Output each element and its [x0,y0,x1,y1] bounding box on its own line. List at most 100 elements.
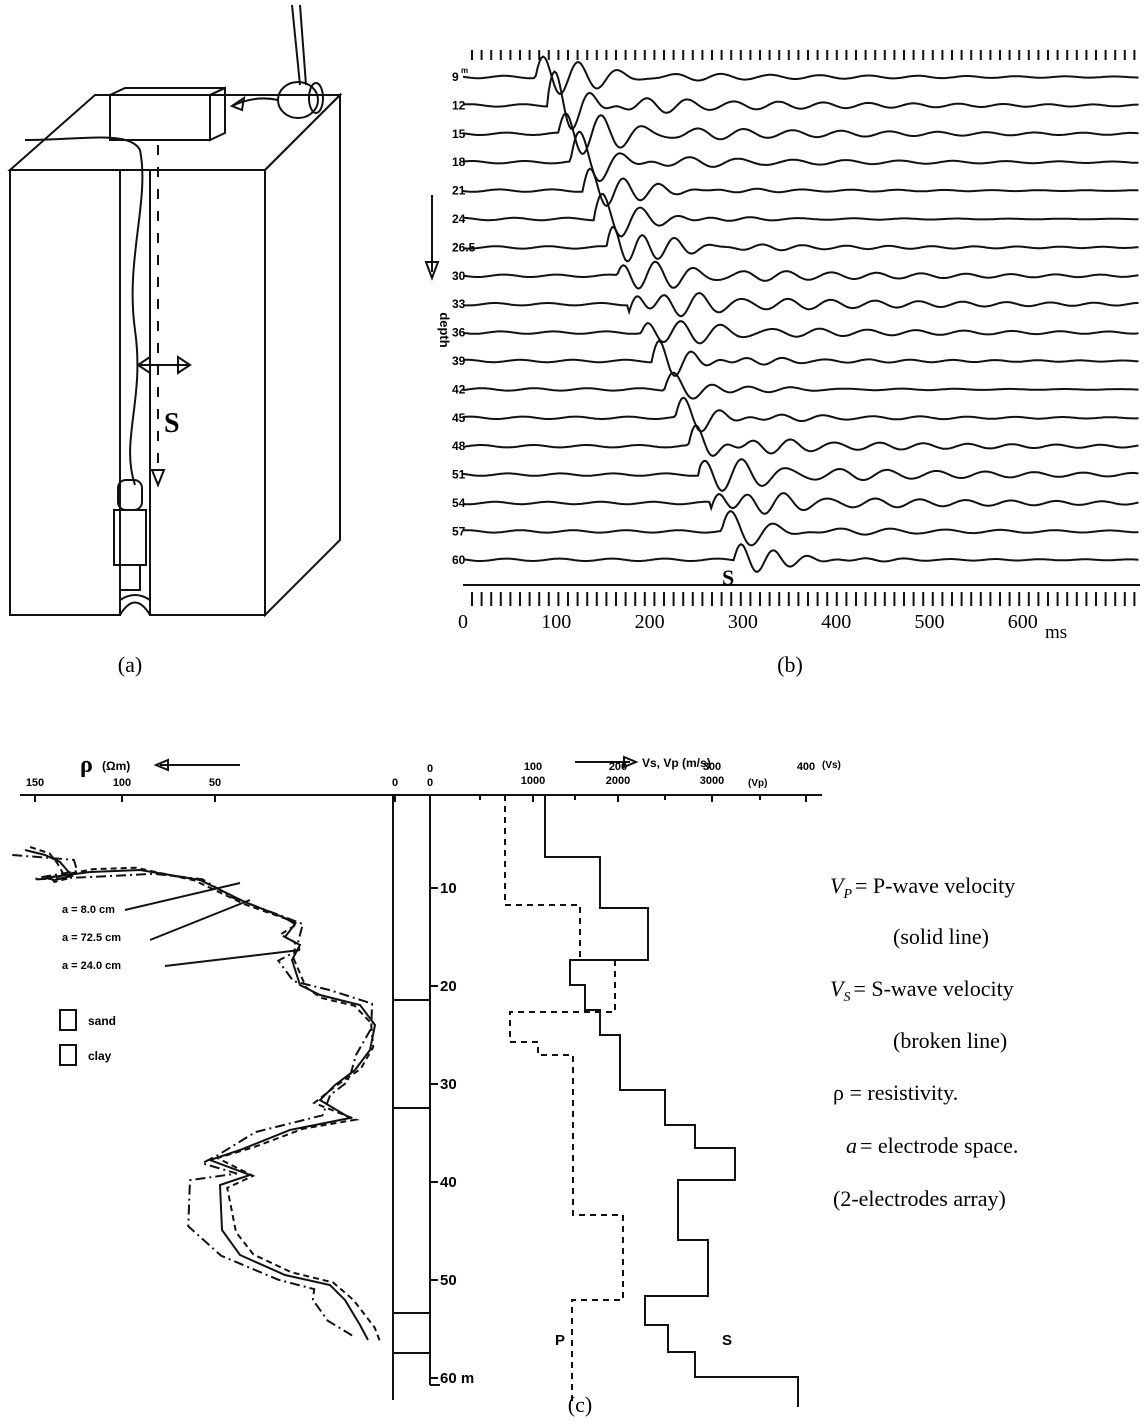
resistivity-curve [24,849,377,1341]
borehole-diagram-shape [150,469,166,488]
borehole-diagram-shape [264,92,341,618]
borehole-log-shape [164,949,301,967]
depth-tick-label: 57 [452,524,466,538]
legend-symbol: a [846,1133,857,1158]
depth-tick-label: 24 [452,212,466,226]
borehole-log-shape [59,1044,77,1066]
borehole-diagram-shape [7,94,343,171]
vs-unit: (Vs) [822,760,841,771]
wave-label: S [722,565,734,590]
borehole-diagram-shape [299,4,307,86]
trace [462,510,1139,547]
legend-symbol: V [830,976,846,1001]
depth-tick-label: 12 [452,98,466,112]
borehole-diagram-shape [119,564,141,591]
time-tick-label: 100 [541,611,571,633]
borehole-log-shape [623,755,639,769]
time-tick-label: 300 [728,611,758,633]
trace [462,339,1139,377]
trace [462,371,1139,400]
rho-tick-label: 100 [113,777,131,789]
vs-tick-label: 200 [609,761,627,773]
depth-tick-label: 33 [452,297,466,311]
legend-text: = P-wave velocity [855,873,1015,898]
vs-tick-label: 100 [524,761,542,773]
borehole-diagram-shape [149,169,266,616]
borehole-diagram-shape [24,136,144,486]
borehole-log-shape [392,999,431,1109]
borehole-diagram-shape [119,601,151,616]
curve-label: S [722,1332,732,1349]
legend-line: a = electrode space. [846,1133,1018,1158]
depth-tick-label: 54 [452,496,466,510]
electrode-label: a = 8.0 cm [62,904,115,916]
trace [462,260,1139,290]
trace [462,226,1139,263]
vp-tick-label: 1000 [521,775,545,787]
curve-label: P [555,1332,565,1349]
borehole-diagram-shape [229,95,246,112]
vp-unit: (Vp) [748,778,767,789]
legend-text: (broken line) [893,1028,1007,1053]
legend-subscript: P [842,887,852,902]
trace [462,424,1139,457]
trace [462,112,1139,156]
borehole-diagram-shape [119,170,151,602]
legend-subscript: S [843,990,850,1005]
borehole-log-shape [544,795,799,1407]
trace [462,130,1139,183]
borehole-diagram-shape [177,355,192,375]
rho-tick-label: 0 [392,777,398,789]
borehole-diagram-shape [109,94,211,141]
lithology-label: clay [88,1049,112,1063]
depth-tick-label: 45 [452,411,466,425]
trace [462,458,1139,492]
depth-tick-label: 9 [452,70,459,84]
borehole-diagram-shape [117,479,143,511]
legend-line: VP = P-wave velocity [830,873,1015,902]
time-tick-label: 600 [1008,611,1038,633]
trace [462,70,1139,130]
vp-tick-label: 0 [427,777,433,789]
seismogram: depth 0 100 200 300 400 500 600 ms S 9 m 12 15 18 21 24… [424,50,1140,643]
rho-unit: (Ωm) [102,759,130,773]
resistivity-curve [29,846,382,1344]
vs-tick-label: 0 [427,763,433,775]
legend-line: VS = S-wave velocity [830,976,1014,1005]
legend-text: = electrode space. [860,1133,1018,1158]
resistivity-curve [12,854,374,1337]
depth-tick-label: 39 [452,354,466,368]
legend: VP = P-wave velocity(solid line)VS = S-wav… [830,873,1018,1211]
time-tick-label: 0 [458,611,468,633]
borehole-diagram-shape [291,4,301,86]
depth-tick-label: 60 [452,553,466,567]
borehole-log-shape [504,795,624,1405]
rho-tick-label: 50 [209,777,221,789]
lithology-label: sand [88,1014,116,1028]
borehole-diagram-shape [9,169,121,616]
panel-label: (c) [568,1392,592,1417]
legend-line: (solid line) [893,924,989,949]
borehole-log-shape [392,794,431,1001]
seismogram-shape [424,261,440,281]
trace [462,492,1139,515]
borehole-log: ρ (Ωm) Vs, Vp (m/s) (Vp) (Vs) 150 100 50 00… [12,752,841,1407]
depth-unit: m [461,66,468,75]
borehole-diagram-shape [136,355,151,375]
panel-label: (a) [118,652,142,677]
time-unit: ms [1045,622,1067,643]
velocity-title: Vs, Vp (m/s) [642,756,711,770]
trace [462,320,1139,345]
vs-tick-label: 400 [797,761,815,773]
borehole-diagram-shape [308,82,324,114]
trace [462,543,1139,573]
legend-line: (2-electrodes array) [833,1186,1006,1211]
borehole-diagram-shape [109,87,226,96]
vp-tick-label: 3000 [700,775,724,787]
legend-text: (2-electrodes array) [833,1186,1006,1211]
depth-tick-label: 21 [452,184,466,198]
borehole-log-shape [149,899,251,941]
legend-text: (solid line) [893,924,989,949]
borehole-diagram: S [7,4,343,618]
